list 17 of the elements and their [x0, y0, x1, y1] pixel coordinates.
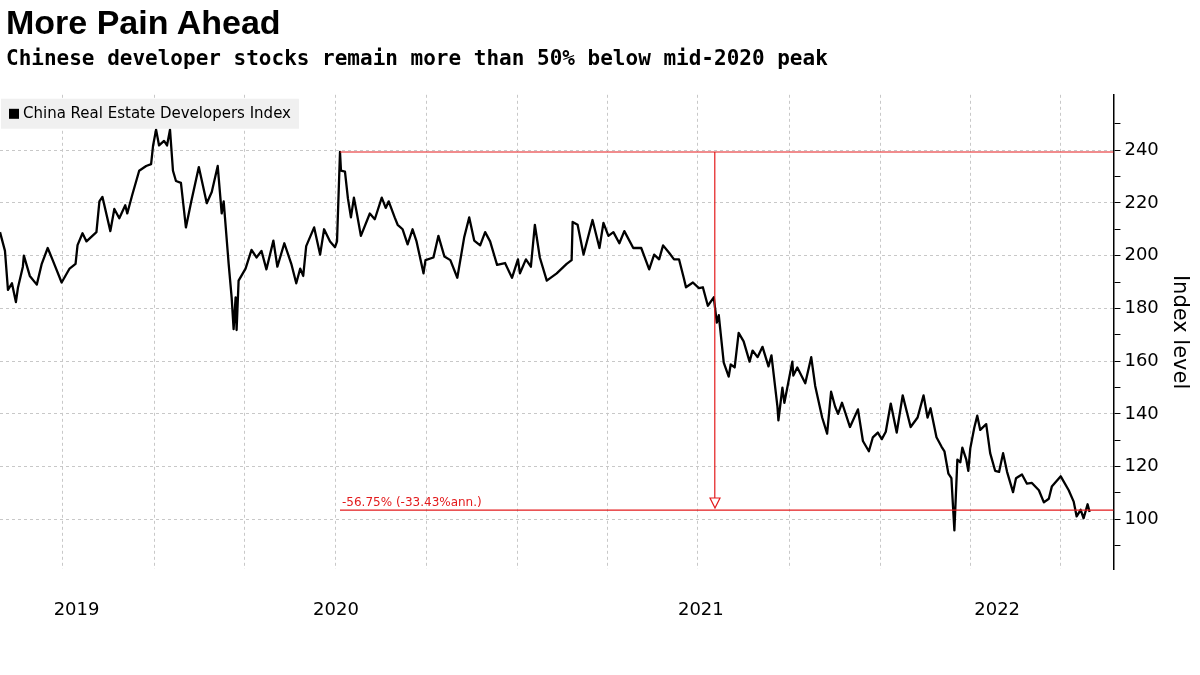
legend-label: China Real Estate Developers Index — [23, 103, 292, 122]
annotation: -56.75% (-33.43%ann.) — [342, 495, 482, 510]
y-tick-label: 240 — [1124, 137, 1159, 159]
x-tick-label: 2022 — [974, 597, 1021, 619]
x-tick-label: 2019 — [53, 597, 100, 619]
y-tick-label: 140 — [1124, 401, 1159, 423]
x-tick-label: 2021 — [677, 597, 724, 619]
x-tick-label: 2020 — [313, 597, 359, 619]
y-tick-label: 100 — [1124, 506, 1159, 528]
y-tick-label: 180 — [1124, 296, 1159, 318]
y-axis-title: Index level — [1168, 274, 1193, 390]
y-tick-label: 120 — [1124, 454, 1159, 476]
y-tick-label: 220 — [1124, 190, 1159, 212]
chart-subtitle: Chinese developer stocks remain more than 50% below mid-2020 peak — [6, 45, 828, 72]
y-tick-label: 160 — [1124, 348, 1159, 370]
chart-title: More Pain Ahead — [6, 2, 281, 42]
y-tick-label: 200 — [1124, 243, 1159, 265]
